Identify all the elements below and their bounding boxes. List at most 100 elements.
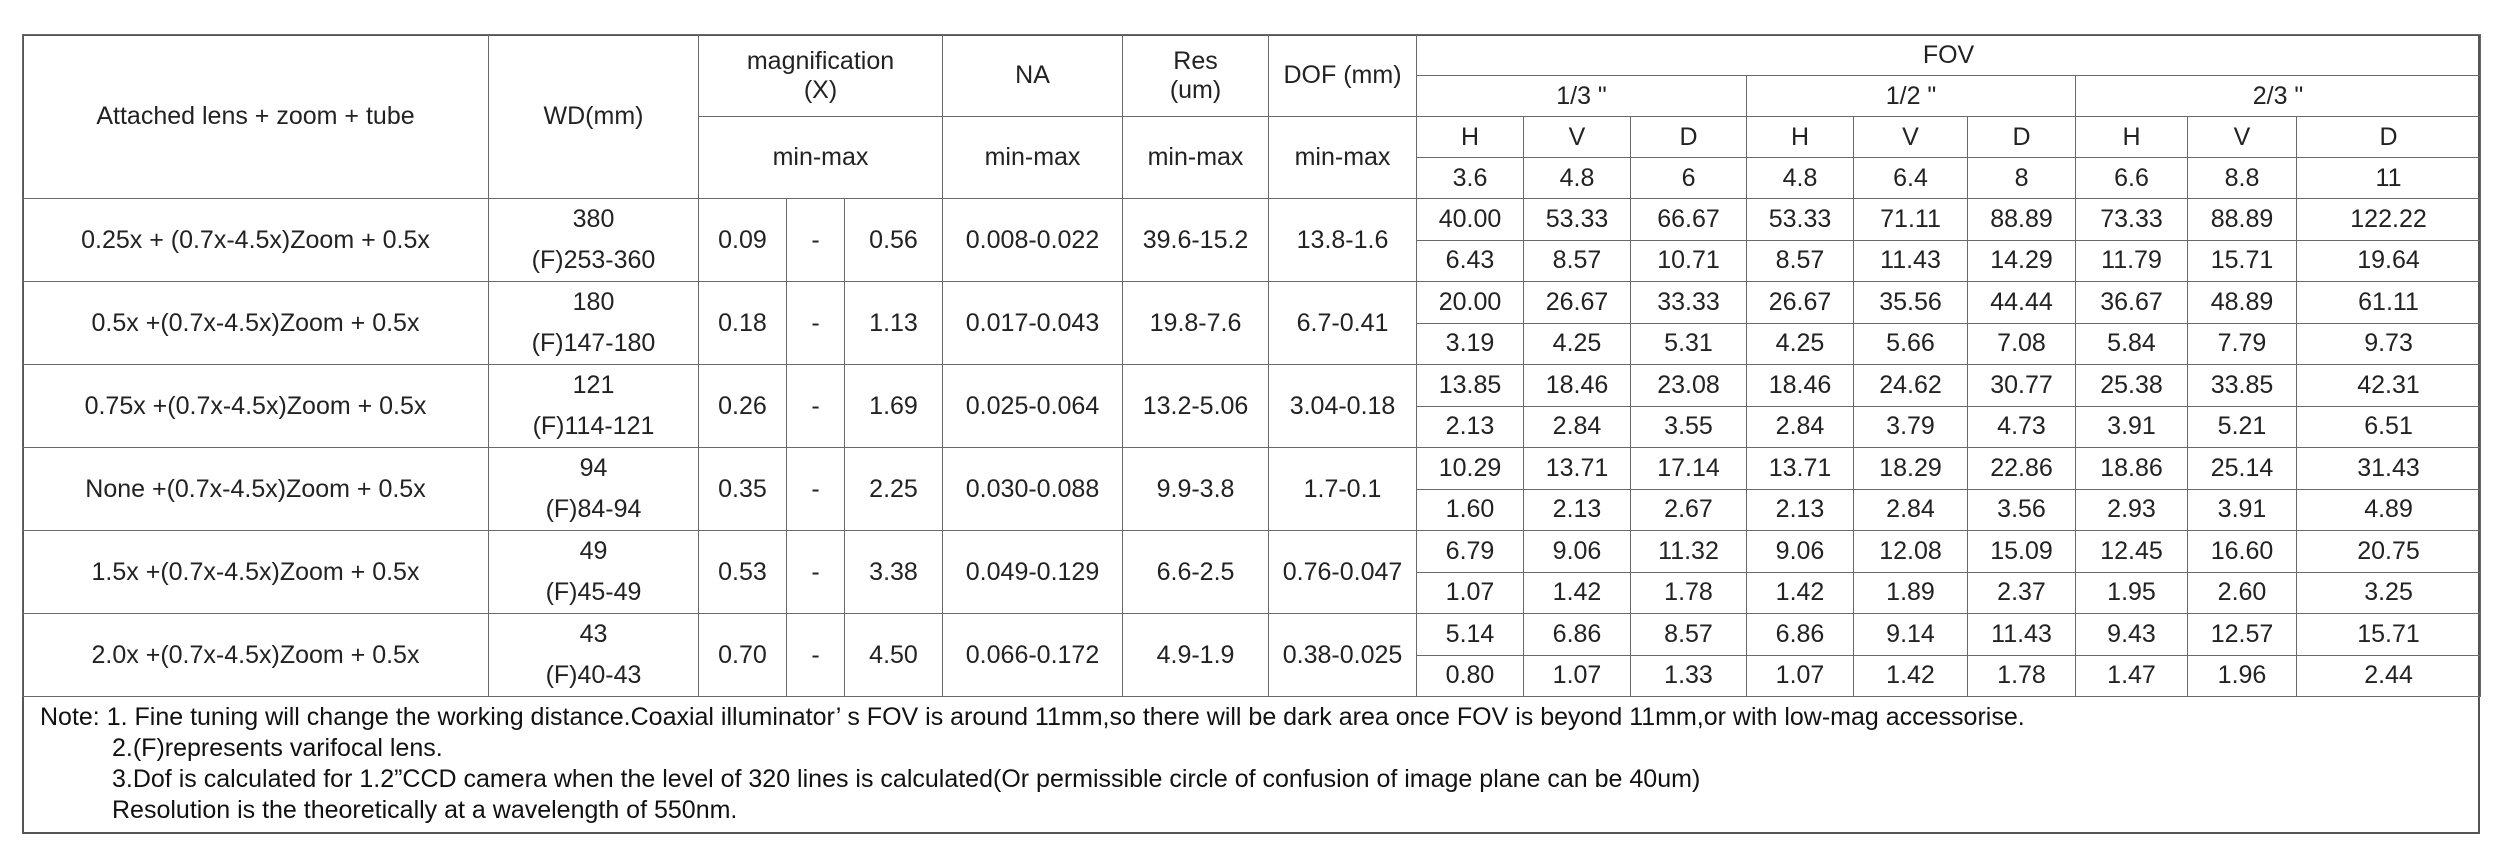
fov-min-value: 5.31 <box>1630 322 1748 365</box>
fov-min-value: 11.79 <box>2075 239 2189 282</box>
wd-fixed: 43 <box>579 620 608 648</box>
wd-fixed: 94 <box>579 454 608 482</box>
na-range: 0.030-0.088 <box>942 447 1124 531</box>
header-lens: Attached lens + zoom + tube <box>22 34 489 199</box>
fov-min-value: 3.91 <box>2075 405 2189 448</box>
wd-fixed: 380 <box>572 205 615 233</box>
fov-min-value: 3.19 <box>1416 322 1525 365</box>
table-row: 6.43 8.57 10.71 8.57 11.43 14.29 11.79 15.71 19.… <box>23 239 2482 282</box>
fov-min-value: 10.71 <box>1630 239 1748 282</box>
na-range: 0.066-0.172 <box>942 613 1124 697</box>
fov-max-value: 17.14 <box>1630 447 1748 490</box>
fov-max-value: 13.71 <box>1523 447 1632 490</box>
table-row: None +(0.7x-4.5x)Zoom + 0.5x 94 (F)84-94 0.… <box>22 447 2482 531</box>
fov-min-value: 2.60 <box>2187 571 2298 614</box>
mag-max: 0.56 <box>843 198 944 282</box>
fov-max-value: 48.89 <box>2187 281 2298 324</box>
fov-min-value: 3.56 <box>1967 488 2077 531</box>
table-row: 1.07 1.42 1.78 1.42 1.89 2.37 1.95 2.60 3.25 <box>23 571 2482 614</box>
header-magnification: magnification (X) <box>697 34 944 117</box>
dof-range: 6.7-0.41 <box>1268 281 1418 365</box>
note-line-3: 3.Dof is calculated for 1.2”CCD camera w… <box>112 765 1701 793</box>
working-distance: 43 (F)40-43 <box>488 613 699 697</box>
lens-config: None +(0.7x-4.5x)Zoom + 0.5x <box>22 447 489 531</box>
header-res-unit: (um) <box>1169 75 1222 104</box>
fov-max-value: 122.22 <box>2296 198 2482 241</box>
mag-dash: - <box>786 281 845 365</box>
lens-config: 0.5x +(0.7x-4.5x)Zoom + 0.5x <box>22 281 489 365</box>
fov-max-value: 22.86 <box>1967 447 2077 490</box>
fov-min-value: 6.51 <box>2296 405 2482 448</box>
fov-min-value: 8.57 <box>1746 239 1855 282</box>
res-range: 39.6-15.2 <box>1122 198 1270 282</box>
fov-min-value: 5.21 <box>2187 405 2298 448</box>
mag-max: 2.25 <box>843 447 944 531</box>
fov-min-value: 4.25 <box>1746 322 1855 365</box>
fov-max-value: 13.85 <box>1416 364 1525 407</box>
fov-min-value: 0.80 <box>1416 654 1525 697</box>
lens-config: 2.0x +(0.7x-4.5x)Zoom + 0.5x <box>22 613 489 697</box>
fov-min-value: 1.89 <box>1853 571 1969 614</box>
fov-max-value: 44.44 <box>1967 281 2077 324</box>
fov-max-value: 9.43 <box>2075 613 2189 656</box>
res-range: 4.9-1.9 <box>1122 613 1270 697</box>
fov-max-value: 26.67 <box>1746 281 1855 324</box>
res-range: 6.6-2.5 <box>1122 530 1270 614</box>
fov-max-value: 73.33 <box>2075 198 2189 241</box>
fov-min-value: 1.47 <box>2075 654 2189 697</box>
fov-min-value: 1.07 <box>1746 654 1855 697</box>
fov-min-value: 1.95 <box>2075 571 2189 614</box>
fov-max-value: 23.08 <box>1630 364 1748 407</box>
header-axis: D <box>1967 116 2077 158</box>
fov-max-value: 15.09 <box>1967 530 2077 573</box>
fov-max-value: 6.79 <box>1416 530 1525 573</box>
fov-min-value: 2.13 <box>1523 488 1632 531</box>
lens-config: 1.5x +(0.7x-4.5x)Zoom + 0.5x <box>22 530 489 614</box>
lens-config: 0.25x + (0.7x-4.5x)Zoom + 0.5x <box>22 198 489 282</box>
fov-min-value: 9.73 <box>2296 322 2482 365</box>
notes: Note: 1. Fine tuning will change the wor… <box>40 702 2460 826</box>
lens-config: 0.75x +(0.7x-4.5x)Zoom + 0.5x <box>22 364 489 448</box>
wd-varifocal: (F)114-121 <box>532 412 655 440</box>
fov-max-value: 5.14 <box>1416 613 1525 656</box>
fov-min-value: 4.73 <box>1967 405 2077 448</box>
fov-min-value: 2.13 <box>1416 405 1525 448</box>
header-magnification-unit: (X) <box>803 75 838 104</box>
fov-max-value: 12.45 <box>2075 530 2189 573</box>
fov-max-value: 18.86 <box>2075 447 2189 490</box>
fov-min-value: 2.67 <box>1630 488 1748 531</box>
mag-dash: - <box>786 447 845 531</box>
table-row: 0.75x +(0.7x-4.5x)Zoom + 0.5x 121 (F)114-1… <box>22 364 2482 448</box>
header-axis: D <box>2296 116 2482 158</box>
table-row: 2.0x +(0.7x-4.5x)Zoom + 0.5x 43 (F)40-43 0.… <box>22 613 2482 697</box>
na-range: 0.025-0.064 <box>942 364 1124 448</box>
fov-min-value: 2.13 <box>1746 488 1855 531</box>
fov-max-value: 9.06 <box>1746 530 1855 573</box>
res-range: 13.2-5.06 <box>1122 364 1270 448</box>
fov-max-value: 20.75 <box>2296 530 2482 573</box>
fov-min-value: 3.55 <box>1630 405 1748 448</box>
header-sensor-dim: 11 <box>2296 157 2482 199</box>
header-sensor-dim: 6.4 <box>1853 157 1969 199</box>
fov-min-value: 2.37 <box>1967 571 2077 614</box>
fov-max-value: 12.08 <box>1853 530 1969 573</box>
working-distance: 121 (F)114-121 <box>488 364 699 448</box>
fov-min-value: 1.42 <box>1853 654 1969 697</box>
mag-min: 0.70 <box>698 613 787 697</box>
fov-min-value: 1.78 <box>1967 654 2077 697</box>
fov-max-value: 11.32 <box>1630 530 1748 573</box>
header-sensor-dim: 6.6 <box>2075 157 2189 199</box>
fov-min-value: 2.84 <box>1523 405 1632 448</box>
mag-min: 0.09 <box>698 198 787 282</box>
note-line-1: Note: 1. Fine tuning will change the wor… <box>40 703 2025 731</box>
fov-max-value: 33.33 <box>1630 281 1748 324</box>
mag-dash: - <box>786 364 845 448</box>
fov-max-value: 20.00 <box>1416 281 1525 324</box>
fov-max-value: 9.14 <box>1853 613 1969 656</box>
fov-min-value: 4.89 <box>2296 488 2482 531</box>
fov-min-value: 1.33 <box>1630 654 1748 697</box>
res-range: 9.9-3.8 <box>1122 447 1270 531</box>
wd-varifocal: (F)84-94 <box>545 495 642 523</box>
header-dof: DOF (mm) <box>1268 34 1418 117</box>
fov-max-value: 61.11 <box>2296 281 2482 324</box>
